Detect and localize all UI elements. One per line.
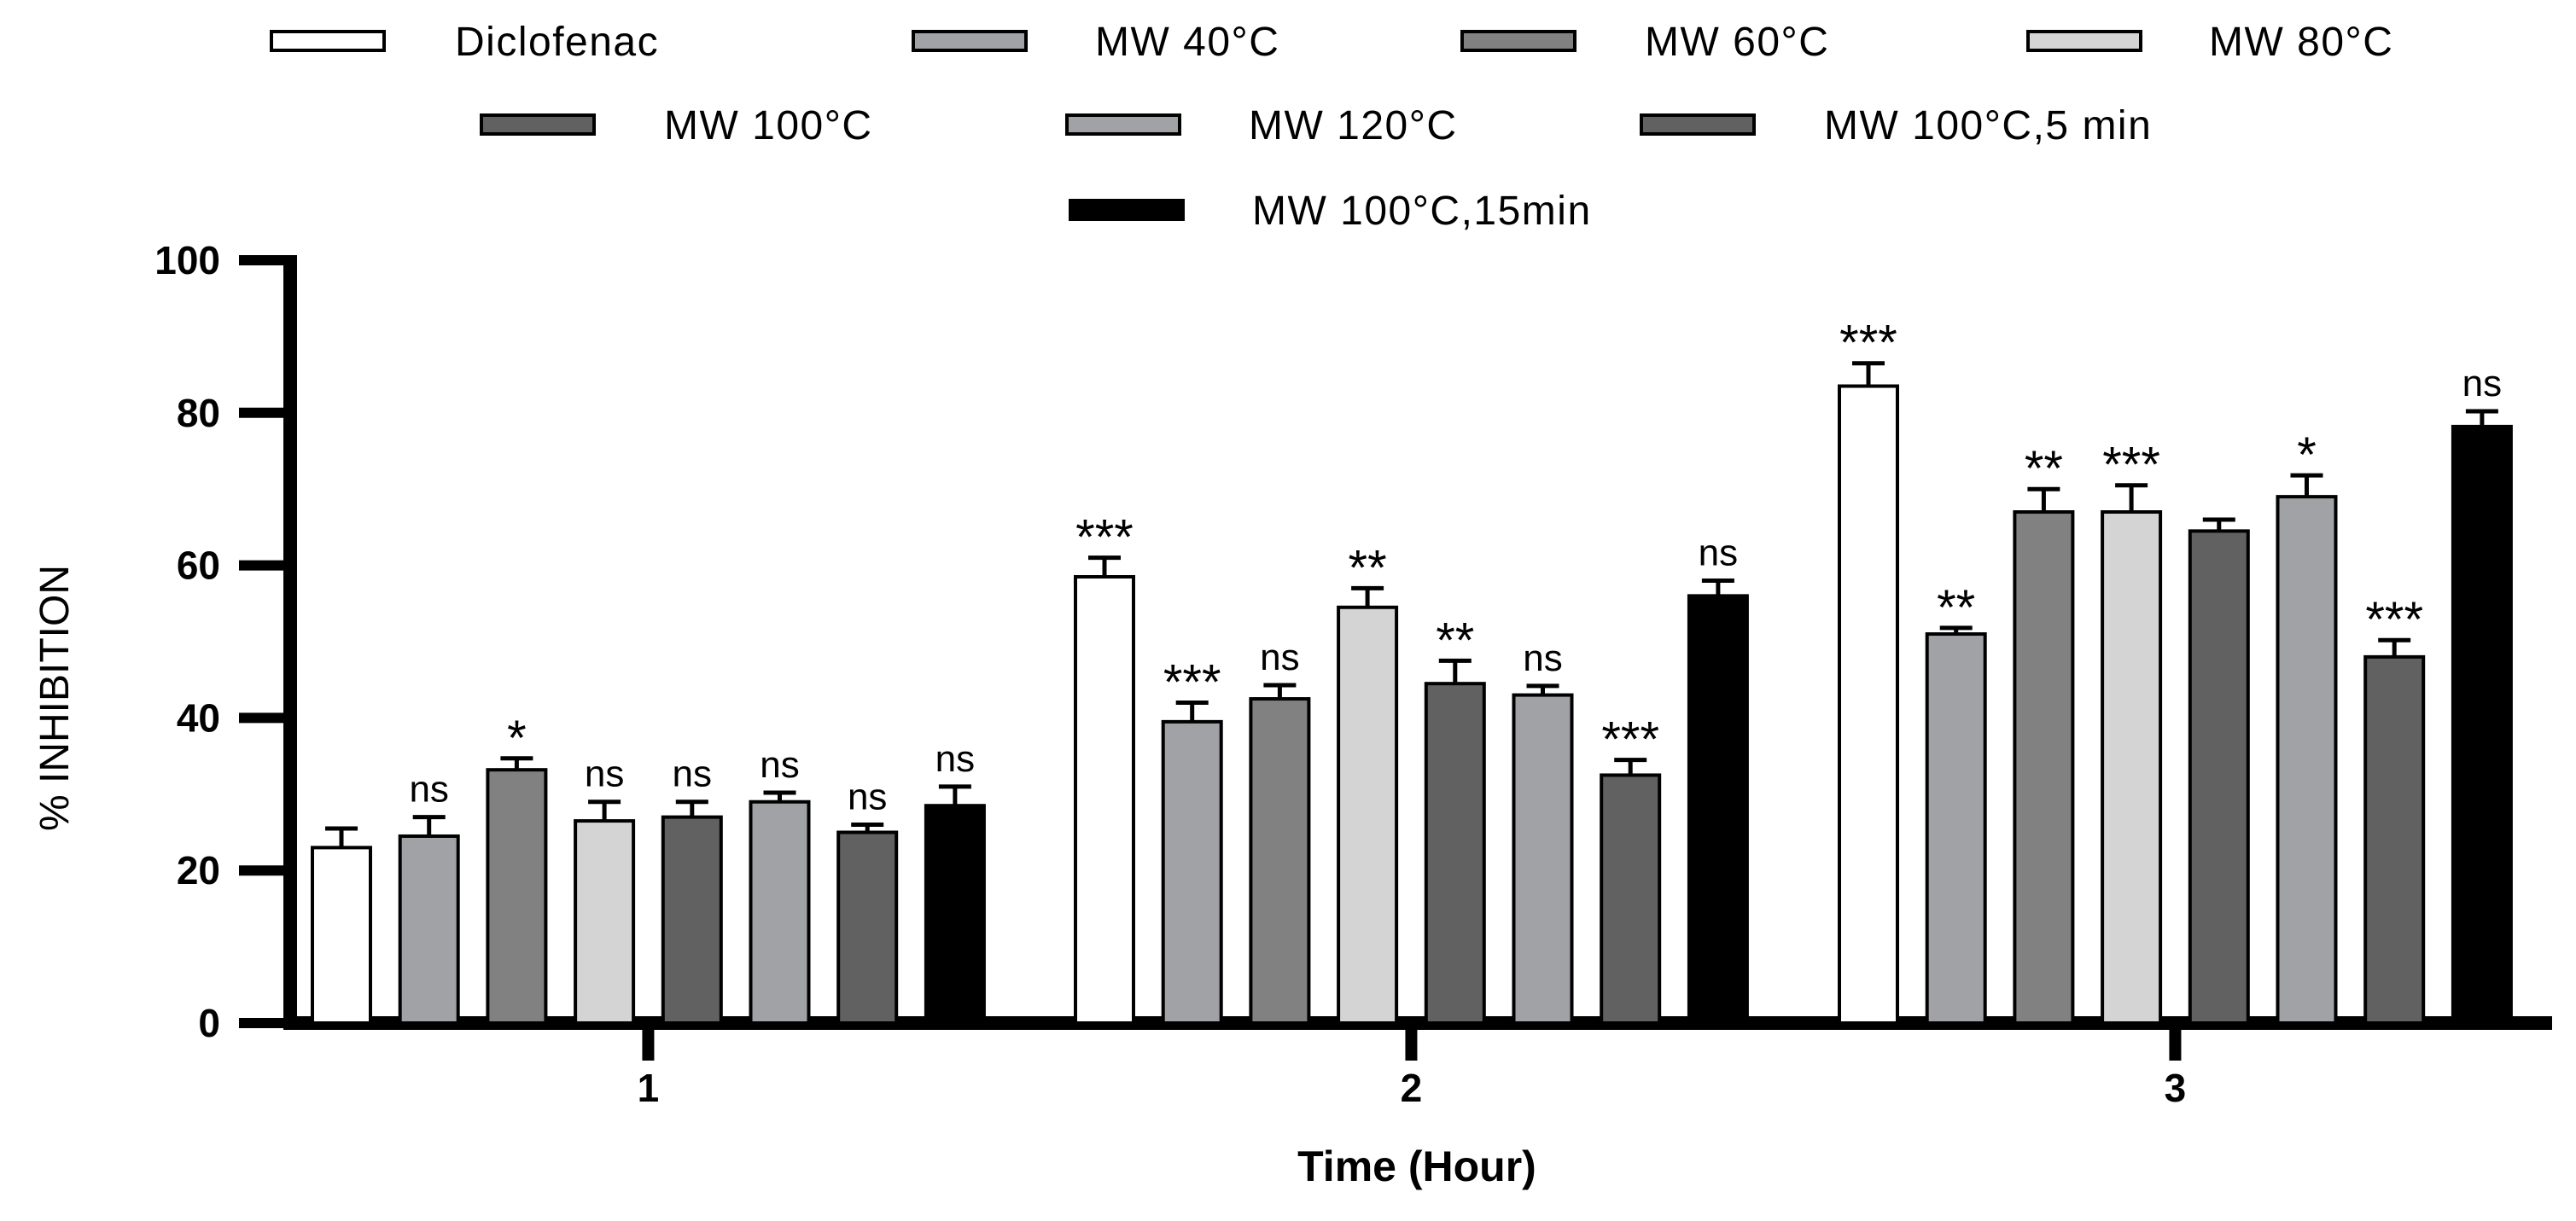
bar [1687,594,1749,1025]
bar [1600,773,1662,1025]
significance-label: ** [1937,580,1975,636]
bar [1838,384,1899,1025]
bar [836,830,899,1025]
significance-label: *** [1601,712,1659,768]
significance-label: * [507,711,527,766]
legend-label: MW 60°C [1645,20,1829,65]
legend-swatch [2026,30,2142,52]
legend: Diclofenac MW 40°C MW 60°C MW 80°C MW 100°C M… [270,20,2393,234]
legend-label: MW 40°C [1095,20,1279,65]
significance-label: ns [585,753,624,795]
significance-label: ns [760,744,799,786]
bar [574,819,636,1026]
significance-label: *** [2102,438,2160,493]
bar [661,815,723,1025]
significance-label: ns [1260,637,1299,678]
legend-label: MW 100°C,15min [1252,189,1592,234]
legend-swatch [912,30,1028,52]
legend-swatch [270,30,386,52]
bar [1925,632,1987,1025]
bar [398,834,460,1025]
bar [749,799,811,1025]
significance-label: * [2297,427,2317,483]
bar [924,804,986,1026]
significance-label: ns [848,776,887,818]
significance-label: ns [1523,637,1562,679]
legend-label: MW 80°C [2209,20,2393,65]
significance-label: ** [2025,441,2063,497]
y-tick-label: 20 [177,848,220,892]
x-tick-label: 1 [638,1066,660,1110]
bar [1337,605,1399,1026]
significance-label: ns [2462,363,2502,404]
bar [1512,693,1574,1026]
legend-swatch [1069,199,1185,221]
legend-swatch [1640,113,1756,136]
legend-swatch [480,113,596,136]
bar [486,768,548,1026]
bar [2101,510,2163,1025]
legend-label: MW 120°C [1249,103,1458,148]
legend-label: MW 100°C [664,103,873,148]
bar [311,846,372,1025]
y-tick-label: 80 [177,391,220,435]
y-tick-label: 40 [177,695,220,740]
y-tick-label: 0 [198,1001,220,1045]
significance-label: *** [1839,316,1897,371]
legend-label: MW 100°C,5 min [1824,103,2152,148]
significance-label: ** [1436,613,1474,668]
bar [2188,529,2250,1025]
y-axis-title: % INHIBITION [32,565,78,831]
x-tick-label: 2 [1401,1066,1423,1110]
significance-label: ns [935,738,975,780]
bar [1424,682,1486,1025]
significance-label: *** [1163,655,1221,711]
bar [1074,575,1135,1025]
legend-label: Diclofenac [455,20,659,65]
bar [2276,495,2338,1025]
y-tick-label: 100 [154,238,220,282]
x-tick-label: 3 [2165,1066,2187,1110]
significance-label: ns [409,769,448,811]
y-tick-label: 60 [177,544,220,588]
bar [1161,719,1223,1025]
bar [2451,424,2513,1025]
significance-label: *** [1075,510,1134,566]
significance-label: ns [1699,532,1738,573]
legend-swatch [1460,30,1576,52]
bar [2013,510,2075,1025]
x-axis-title: Time (Hour) [1297,1143,1536,1190]
significance-label: ** [1349,540,1387,596]
significance-label: *** [2365,592,2423,648]
legend-swatch [1065,113,1181,136]
significance-label: ns [673,753,712,795]
bar [1249,697,1311,1025]
bar [2363,654,2426,1025]
